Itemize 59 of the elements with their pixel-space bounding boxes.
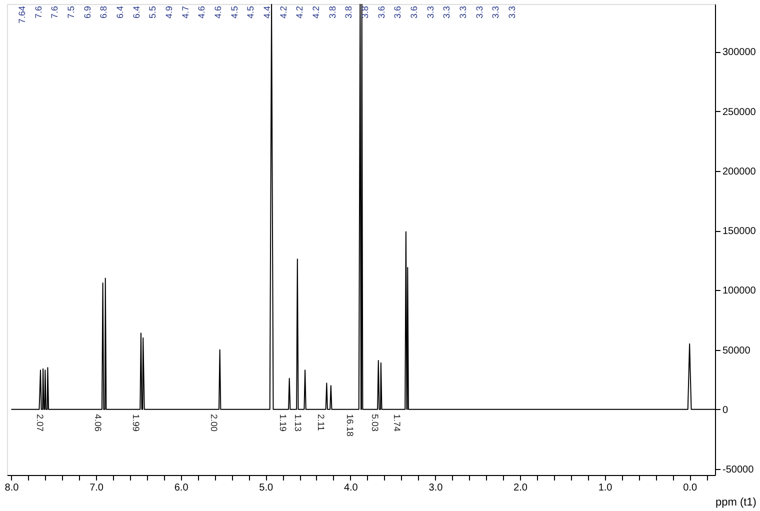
x-tick-label: 1.0 bbox=[598, 482, 613, 494]
x-tick-label: 8.0 bbox=[4, 482, 20, 494]
annotation: 3.3 bbox=[458, 6, 468, 19]
annotation: 6.8 bbox=[98, 6, 109, 19]
x-tick-label: 7.0 bbox=[90, 482, 104, 494]
annotation: 2.07 bbox=[35, 414, 45, 432]
annotation: 3.3 bbox=[507, 6, 517, 19]
x-tick-label: 5.0 bbox=[259, 482, 274, 494]
annotation: 5.03 bbox=[370, 414, 380, 432]
annotation: 4.7 bbox=[180, 6, 190, 19]
annotation: 3.3 bbox=[442, 6, 452, 19]
x-tick-label: 6.0 bbox=[174, 482, 189, 494]
annotation: 1.74 bbox=[392, 414, 402, 432]
annotation: 1.99 bbox=[131, 414, 141, 432]
y-tick-label: -50000 bbox=[722, 464, 754, 476]
y-tick-label: 100000 bbox=[722, 286, 756, 297]
annotation: 1.19 bbox=[278, 414, 288, 432]
y-tick-label: 300000 bbox=[722, 47, 756, 58]
annotation: 7.6 bbox=[33, 6, 44, 19]
x-tick-label: 2.0 bbox=[514, 482, 528, 494]
y-tick-label: 200000 bbox=[722, 166, 756, 178]
y-tick-label: 150000 bbox=[722, 226, 756, 238]
x-tick-label: 3.0 bbox=[428, 482, 444, 494]
x-tick-label: 4.0 bbox=[344, 482, 358, 494]
annotation: 4.2 bbox=[278, 6, 288, 19]
annotation: 4.2 bbox=[311, 6, 321, 19]
annotation: 7.64 bbox=[17, 6, 27, 24]
annotation: 3.3 bbox=[425, 6, 436, 19]
annotation: 7.6 bbox=[50, 6, 60, 19]
annotation: 3.6 bbox=[392, 6, 403, 19]
annotation: 4.06 bbox=[93, 414, 103, 432]
annotation: 4.9 bbox=[164, 6, 174, 19]
annotation: 3.6 bbox=[376, 6, 386, 19]
annotation: 3.8 bbox=[327, 6, 338, 19]
annotation: 5.5 bbox=[148, 6, 158, 19]
annotation: 16.18 bbox=[345, 414, 355, 437]
annotation: 6.4 bbox=[115, 6, 125, 19]
annotation: 1.13 bbox=[293, 414, 303, 432]
annotation: 3.8 bbox=[344, 6, 354, 19]
annotation: 4.4 bbox=[262, 6, 272, 19]
annotation: 6.9 bbox=[82, 6, 92, 19]
x-axis-title: ppm (t1) bbox=[716, 496, 756, 508]
y-tick-label: 50000 bbox=[722, 345, 751, 356]
annotation: 3.3 bbox=[474, 6, 484, 19]
annotation: 3.3 bbox=[490, 6, 501, 19]
annotation: 4.5 bbox=[229, 6, 240, 19]
annotation: 3.8 bbox=[360, 6, 370, 19]
annotation: 3.6 bbox=[409, 6, 419, 19]
annotation: 4.6 bbox=[196, 6, 207, 19]
annotation: 4.2 bbox=[294, 6, 305, 19]
annotation: 4.5 bbox=[246, 6, 256, 19]
x-tick-label: 0.0 bbox=[683, 482, 698, 494]
y-tick-label: 0 bbox=[722, 404, 728, 416]
annotation: 7.5 bbox=[66, 6, 76, 19]
annotation: 4.6 bbox=[213, 6, 223, 19]
annotation: 2.00 bbox=[209, 414, 219, 432]
y-tick-label: 250000 bbox=[722, 106, 756, 118]
annotation: 6.4 bbox=[131, 6, 142, 19]
annotation: 2.11 bbox=[316, 414, 326, 431]
